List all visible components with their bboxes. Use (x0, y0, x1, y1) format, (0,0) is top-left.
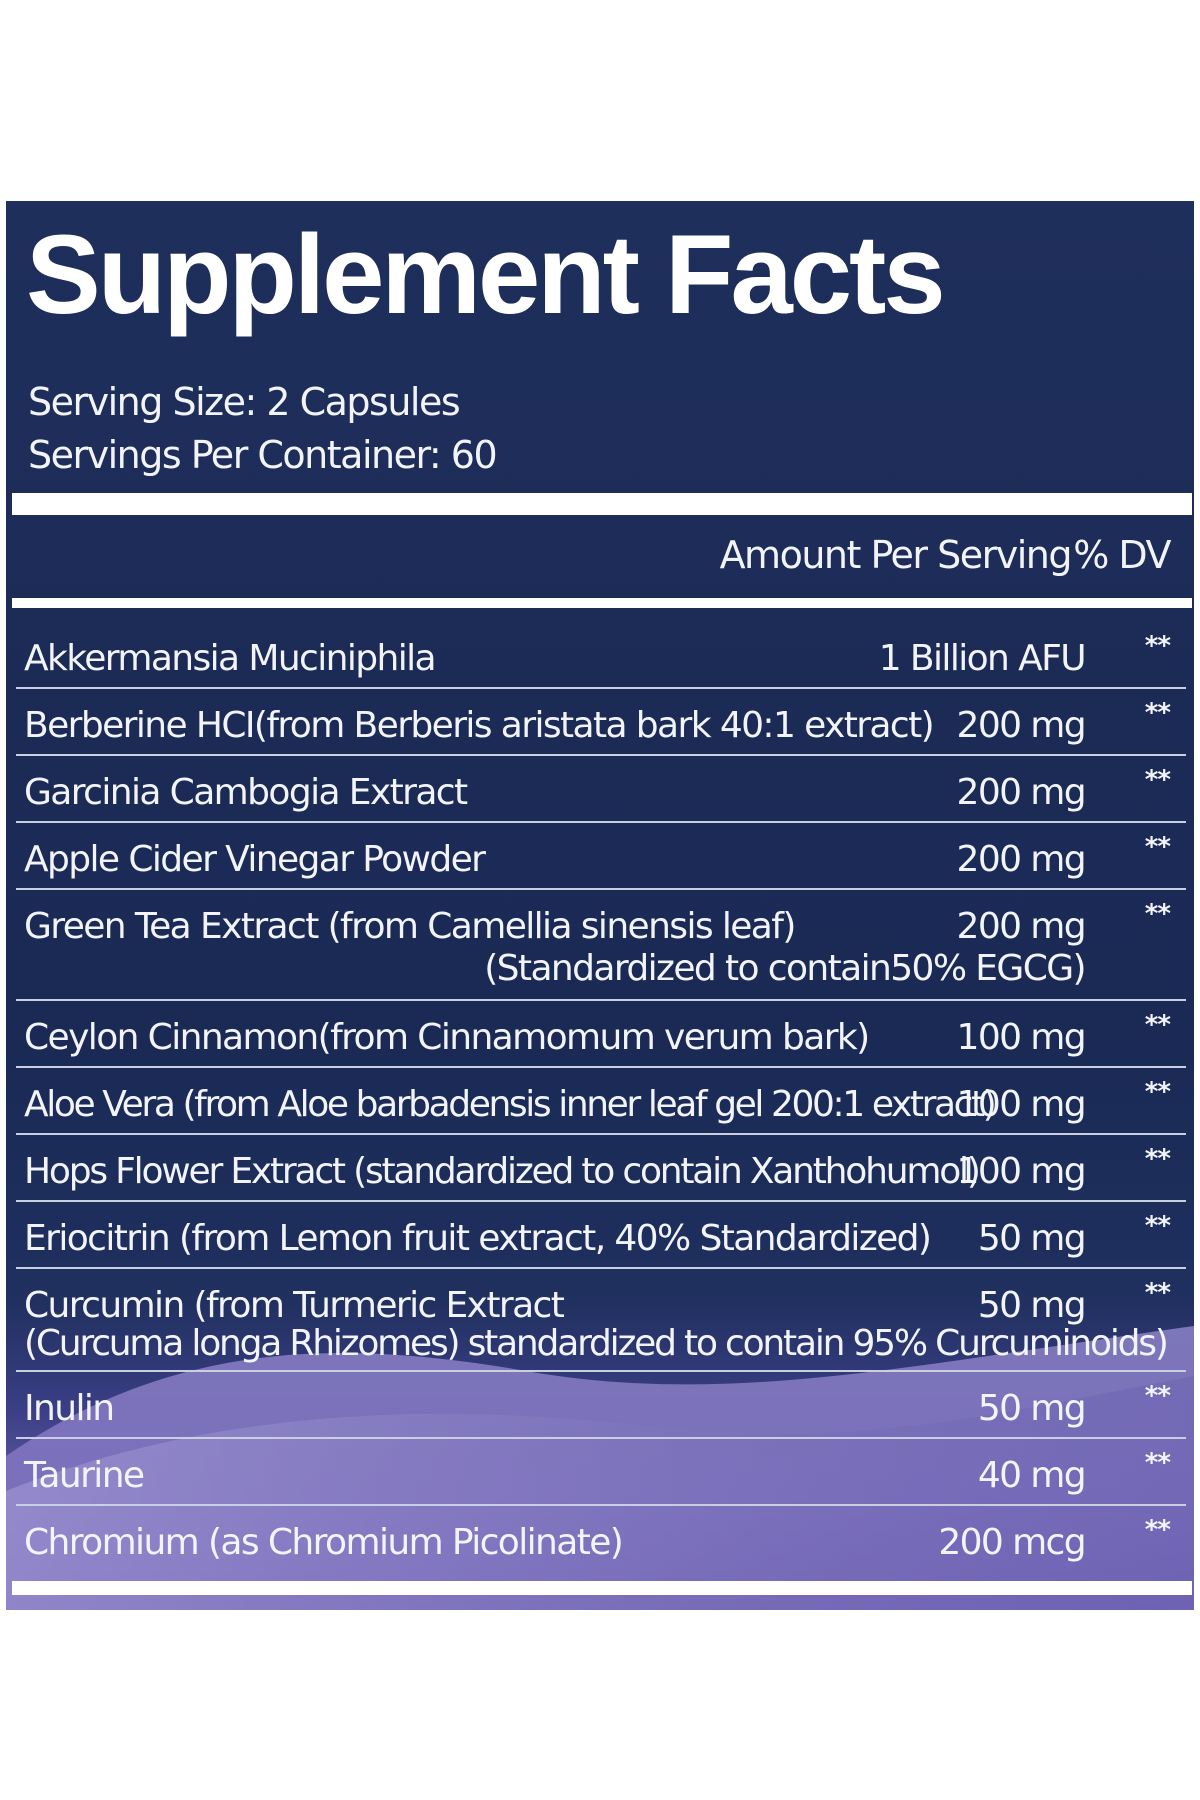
ingredient-amount: 200 mcg (938, 1522, 1086, 1563)
ingredient-dv: ** (1144, 1515, 1171, 1545)
bottom-divider (12, 1581, 1192, 1595)
ingredient-dv: ** (1144, 765, 1171, 795)
ingredient-row: Hops Flower Extract (standardized to con… (6, 1134, 1194, 1202)
ingredient-dv: ** (1144, 832, 1171, 862)
ingredient-name: Taurine (24, 1455, 145, 1496)
ingredient-note: (Curcuma longa Rhizomes) standardized to… (24, 1323, 1169, 1364)
ingredient-amount: 100 mg (956, 1084, 1087, 1125)
ingredient-name: Hops Flower Extract (standardized to con… (24, 1151, 981, 1192)
row-divider (16, 687, 1186, 689)
percent-dv-header: % DV (1073, 533, 1171, 577)
servings-per-container: Servings Per Container: 60 (28, 433, 498, 477)
ingredient-name: Eriocitrin (from Lemon fruit extract, 40… (24, 1218, 932, 1259)
ingredient-dv: ** (1144, 1278, 1171, 1308)
ingredient-dv: ** (1144, 1211, 1171, 1241)
ingredient-name: Akkermansia Muciniphila (24, 638, 437, 679)
ingredient-name: Chromium (as Chromium Picolinate) (24, 1522, 624, 1563)
ingredient-name: Garcinia Cambogia Extract (24, 772, 468, 813)
row-divider (16, 888, 1186, 890)
ingredient-amount: 200 mg (956, 906, 1087, 947)
ingredient-name: Curcumin (from Turmeric Extract (24, 1285, 565, 1326)
ingredient-dv: ** (1144, 1077, 1171, 1107)
ingredient-amount: 200 mg (956, 772, 1087, 813)
ingredient-row: Curcumin (from Turmeric Extract 50 mg **… (6, 1268, 1194, 1372)
ingredient-dv: ** (1144, 1144, 1171, 1174)
ingredient-amount: 200 mg (956, 705, 1087, 746)
ingredient-amount: 50 mg (977, 1285, 1087, 1326)
ingredient-dv: ** (1144, 1010, 1171, 1040)
ingredient-row: Chromium (as Chromium Picolinate) 200 mc… (6, 1505, 1194, 1571)
ingredient-row: Green Tea Extract (from Camellia sinensi… (6, 889, 1194, 1001)
row-divider (16, 1267, 1186, 1269)
ingredient-name: Inulin (24, 1388, 115, 1429)
ingredient-dv: ** (1144, 1381, 1171, 1411)
ingredient-amount: 200 mg (956, 839, 1087, 880)
ingredient-amount: 50 mg (977, 1218, 1087, 1259)
section-divider-thin (12, 598, 1192, 608)
ingredient-note: (Standardized to contain50% EGCG) (484, 948, 1086, 989)
row-divider (16, 821, 1186, 823)
ingredient-row: Berberine HCI(from Berberis aristata bar… (6, 688, 1194, 756)
ingredient-row: Eriocitrin (from Lemon fruit extract, 40… (6, 1201, 1194, 1269)
supplement-facts-panel: Supplement Facts Serving Size: 2 Capsule… (6, 201, 1194, 1610)
row-divider (16, 1133, 1186, 1135)
ingredient-dv: ** (1144, 631, 1171, 661)
amount-per-serving-header: Amount Per Serving (719, 533, 1073, 577)
row-divider (16, 1437, 1186, 1439)
row-divider (16, 1504, 1186, 1506)
ingredient-dv: ** (1144, 1448, 1171, 1478)
ingredient-dv: ** (1144, 698, 1171, 728)
ingredient-dv: ** (1144, 899, 1171, 929)
ingredient-row: Aloe Vera (from Aloe barbadensis inner l… (6, 1067, 1194, 1135)
serving-size: Serving Size: 2 Capsules (28, 380, 461, 424)
ingredient-name: Green Tea Extract (from Camellia sinensi… (24, 906, 796, 947)
row-divider (16, 1066, 1186, 1068)
ingredient-name: Aloe Vera (from Aloe barbadensis inner l… (24, 1084, 997, 1125)
ingredient-name: Ceylon Cinnamon(from Cinnamomum verum ba… (24, 1017, 870, 1058)
ingredient-name: Berberine HCI(from Berberis aristata bar… (24, 705, 935, 746)
ingredient-amount: 100 mg (956, 1017, 1087, 1058)
ingredient-amount: 50 mg (977, 1388, 1087, 1429)
section-divider-thick (12, 493, 1192, 515)
row-divider (16, 1200, 1186, 1202)
row-divider (16, 754, 1186, 756)
ingredient-row: Ceylon Cinnamon(from Cinnamomum verum ba… (6, 1000, 1194, 1068)
ingredient-name: Apple Cider Vinegar Powder (24, 839, 486, 880)
ingredient-row: Garcinia Cambogia Extract 200 mg ** (6, 755, 1194, 823)
ingredient-amount: 40 mg (977, 1455, 1087, 1496)
row-divider (16, 1370, 1186, 1372)
ingredient-amount: 100 mg (956, 1151, 1087, 1192)
ingredient-row: Taurine 40 mg ** (6, 1438, 1194, 1506)
ingredient-row: Akkermansia Muciniphila 1 Billion AFU ** (6, 621, 1194, 689)
row-divider (16, 999, 1186, 1001)
ingredient-row: Apple Cider Vinegar Powder 200 mg ** (6, 822, 1194, 890)
page-title: Supplement Facts (26, 212, 946, 337)
ingredient-amount: 1 Billion AFU (878, 638, 1087, 679)
ingredient-row: Inulin 50 mg ** (6, 1371, 1194, 1439)
